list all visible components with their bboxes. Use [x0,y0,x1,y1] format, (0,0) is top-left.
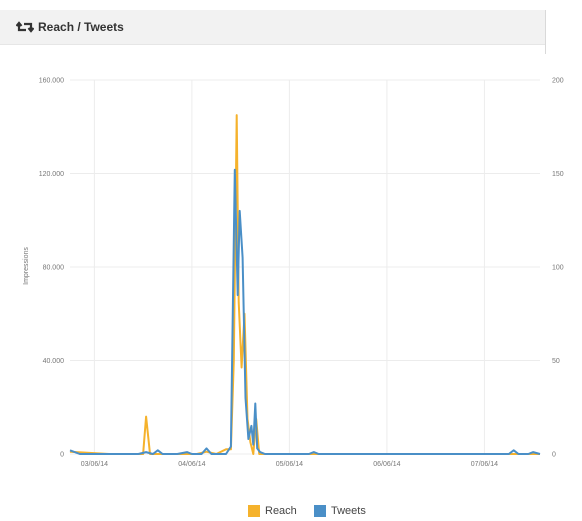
y-tick-label: 160.000 [39,78,64,85]
legend-swatch-tweets [314,505,326,517]
y-tick-label: 120.000 [39,171,64,178]
header-divider [545,10,546,54]
panel-title: Reach / Tweets [38,20,124,34]
y-tick-label: 40.000 [43,358,65,365]
x-tick-label: 06/06/14 [373,461,400,468]
y2-tick-label: 0 [552,452,556,459]
series-line-reach [69,114,540,455]
series-line-tweets [69,168,541,455]
legend-item-reach[interactable]: Reach [248,503,297,519]
y2-tick-label: 150 [552,171,564,178]
retweet-icon [15,19,35,35]
x-axis-ticks: 03/06/14 04/06/14 05/06/14 06/06/14 07/06/14 [81,461,498,468]
x-tick-label: 04/06/14 [178,461,205,468]
y-tick-label: 80.000 [43,265,65,272]
y2-axis-ticks: 0 50 100 150 200 [552,78,564,459]
x-tick-label: 03/06/14 [81,461,108,468]
y2-tick-label: 200 [552,78,564,85]
panel-header: Reach / Tweets [0,10,546,45]
y-tick-label: 0 [60,452,64,459]
y2-tick-label: 50 [552,358,560,365]
chart-grid [70,79,540,455]
legend-label-reach: Reach [265,505,297,517]
legend-item-tweets[interactable]: Tweets [314,503,366,519]
y-axis-ticks: 0 40.000 80.000 120.000 160.000 [39,78,64,459]
y2-tick-label: 100 [552,265,564,272]
legend-label-tweets: Tweets [331,505,366,517]
x-tick-label: 07/06/14 [471,461,498,468]
x-tick-label: 05/06/14 [276,461,303,468]
chart-series [69,114,541,455]
chart-legend: Reach Tweets [0,503,582,519]
line-chart: 0 40.000 80.000 120.000 160.000 0 50 100 150 200… [23,78,564,469]
legend-swatch-reach [248,505,260,517]
y-axis-title: Impressions [23,247,30,285]
